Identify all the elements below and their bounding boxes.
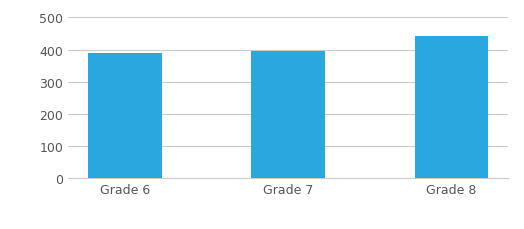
Bar: [415, 37, 488, 179]
Bar: [88, 54, 161, 179]
Bar: [252, 52, 325, 179]
